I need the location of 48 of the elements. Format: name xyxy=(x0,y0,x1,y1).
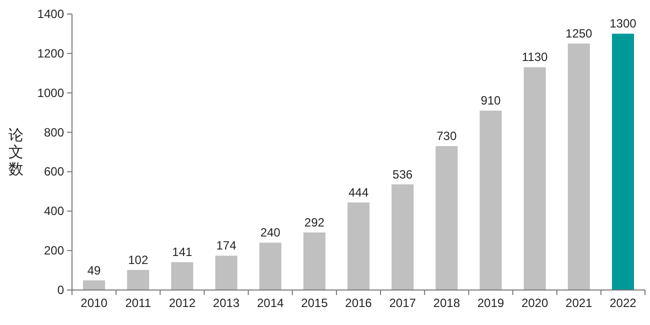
y-tick-label: 1000 xyxy=(37,86,64,100)
x-tick-label: 2021 xyxy=(566,296,593,310)
bar xyxy=(612,34,634,290)
bar xyxy=(480,110,502,290)
bar xyxy=(215,256,238,290)
bar xyxy=(303,232,326,290)
data-label: 1300 xyxy=(610,16,637,31)
data-label: 174 xyxy=(216,238,237,253)
y-tick-label: 1400 xyxy=(37,7,64,21)
bar xyxy=(171,262,194,290)
x-tick-label: 2011 xyxy=(125,296,152,310)
x-tick-label: 2019 xyxy=(477,296,504,310)
y-tick-label: 1200 xyxy=(37,46,64,60)
x-tick-label: 2010 xyxy=(80,296,108,310)
y-tick-label: 400 xyxy=(44,204,64,218)
bar xyxy=(568,44,590,290)
x-tick-label: 2016 xyxy=(345,296,372,310)
data-label: 141 xyxy=(172,245,193,260)
data-label: 292 xyxy=(304,215,325,230)
y-tick-label: 0 xyxy=(57,283,64,297)
y-tick-label: 600 xyxy=(44,164,64,179)
bar xyxy=(436,146,458,290)
bar xyxy=(259,242,282,290)
bar xyxy=(392,184,414,290)
x-tick-label: 2020 xyxy=(521,296,548,310)
y-axis-title: 论文数 xyxy=(8,127,24,178)
bar xyxy=(524,67,546,290)
data-label: 910 xyxy=(480,94,502,108)
data-label: 444 xyxy=(348,185,369,200)
bar xyxy=(347,202,370,290)
data-label: 240 xyxy=(260,226,281,240)
data-label: 730 xyxy=(436,129,457,144)
x-tick-label: 2022 xyxy=(610,296,637,310)
y-tick-label: 200 xyxy=(44,244,64,258)
bar xyxy=(127,270,150,290)
data-label: 102 xyxy=(128,252,148,267)
x-tick-label: 2012 xyxy=(168,296,196,310)
y-tick-label: 800 xyxy=(44,125,64,140)
data-label: 49 xyxy=(87,263,102,278)
bar xyxy=(83,280,106,290)
x-tick-label: 2015 xyxy=(301,296,328,310)
x-tick-label: 2017 xyxy=(389,296,416,310)
x-tick-label: 2014 xyxy=(256,296,284,310)
data-label: 1130 xyxy=(522,50,548,64)
x-tick-label: 2013 xyxy=(212,296,240,310)
data-label: 536 xyxy=(392,167,413,182)
x-tick-label: 2018 xyxy=(433,296,460,310)
data-label: 1250 xyxy=(566,26,593,41)
